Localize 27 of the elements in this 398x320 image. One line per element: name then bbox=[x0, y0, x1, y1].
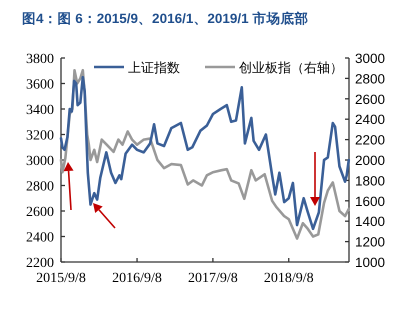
legend-label: 创业板指（右轴） bbox=[239, 60, 343, 75]
y-tick-label: 2200 bbox=[26, 256, 54, 271]
y2-tick-label: 1600 bbox=[355, 194, 386, 209]
x-tick-label: 2018/9/8 bbox=[264, 271, 314, 286]
y2-tick-label: 2800 bbox=[355, 71, 386, 86]
y2-tick-label: 3000 bbox=[355, 51, 386, 66]
y2-tick-label: 1200 bbox=[355, 234, 386, 250]
y2-tick-label: 1800 bbox=[355, 173, 386, 188]
legend-label: 上证指数 bbox=[128, 60, 180, 75]
y-tick-label: 2400 bbox=[26, 230, 54, 246]
y-tick-label: 3600 bbox=[26, 78, 54, 92]
y2-tick-label: 2600 bbox=[355, 92, 386, 107]
x-tick-label: 2017/9/8 bbox=[188, 271, 238, 286]
y-tick-label: 3000 bbox=[26, 154, 54, 169]
y2-tick-label: 2000 bbox=[355, 153, 386, 168]
y2-tick-label: 1400 bbox=[355, 214, 386, 230]
y-tick-label: 3200 bbox=[26, 128, 54, 144]
x-tick-label: 2015/9/8 bbox=[36, 271, 86, 286]
y-tick-label: 2800 bbox=[26, 180, 54, 194]
x-tick-label: 2016/9/8 bbox=[112, 271, 162, 286]
y-tick-label: 3800 bbox=[26, 52, 54, 67]
y-tick-label: 2600 bbox=[26, 205, 54, 220]
y2-tick-label: 1000 bbox=[355, 255, 386, 270]
y2-tick-label: 2200 bbox=[355, 132, 386, 148]
chart-title: 图4：图 6：2015/9、2016/1、2019/1 市场底部 bbox=[22, 10, 308, 26]
y2-tick-label: 2400 bbox=[355, 112, 386, 128]
y-tick-label: 3400 bbox=[26, 103, 54, 118]
